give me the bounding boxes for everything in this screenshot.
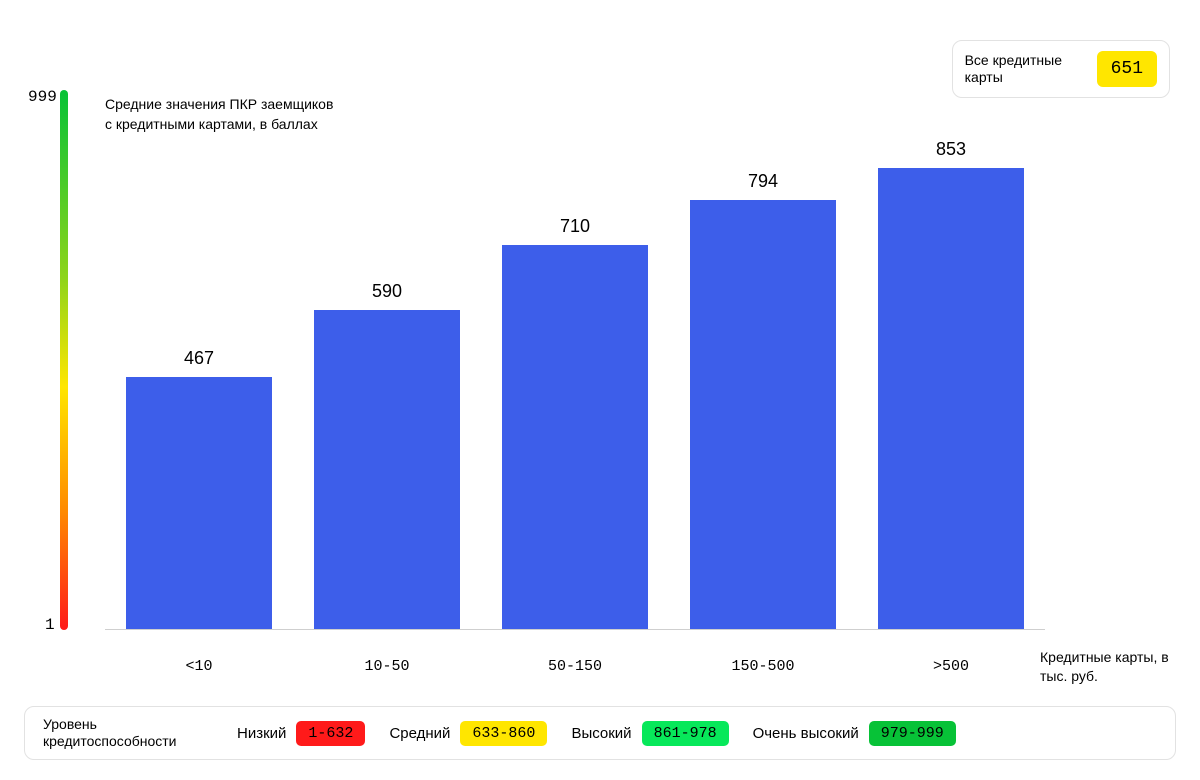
- x-tick-label: 50-150: [481, 640, 669, 675]
- legend-item-name: Низкий: [237, 725, 286, 742]
- legend-item: Очень высокий 979-999: [753, 721, 956, 746]
- bar: [126, 377, 273, 629]
- legend-title: Уровень кредитоспособности: [43, 716, 213, 751]
- legend: Уровень кредитоспособности Низкий 1-632 …: [24, 706, 1176, 760]
- plot-area: 467 590 710 794 853: [105, 90, 1045, 630]
- x-tick-label: <10: [105, 640, 293, 675]
- x-tick-label: 150-500: [669, 640, 857, 675]
- x-ticks: <10 10-50 50-150 150-500 >500: [105, 640, 1045, 675]
- x-axis-title: Кредитные карты, в тыс. руб.: [1040, 648, 1170, 686]
- x-tick-label: >500: [857, 640, 1045, 675]
- bar: [690, 200, 837, 629]
- bar-slot: 853: [857, 90, 1045, 629]
- bar-slot: 710: [481, 90, 669, 629]
- legend-item: Средний 633-860: [389, 721, 547, 746]
- legend-item-range: 1-632: [296, 721, 365, 746]
- summary-label: Все кредитные карты: [965, 52, 1085, 87]
- x-tick-label: 10-50: [293, 640, 481, 675]
- y-scale-gradient: [60, 90, 68, 630]
- legend-item-name: Средний: [389, 725, 450, 742]
- bar-slot: 794: [669, 90, 857, 629]
- bar-slot: 590: [293, 90, 481, 629]
- bar-value-label: 467: [184, 348, 214, 369]
- legend-item: Низкий 1-632: [237, 721, 365, 746]
- legend-item-range: 861-978: [642, 721, 729, 746]
- bar: [314, 310, 461, 629]
- y-min-label: 1: [45, 616, 55, 634]
- bar-value-label: 794: [748, 171, 778, 192]
- legend-item-range: 633-860: [460, 721, 547, 746]
- credit-score-chart: Все кредитные карты 651 999 1 Средние зн…: [0, 0, 1200, 780]
- bar-value-label: 853: [936, 139, 966, 160]
- y-max-label: 999: [28, 88, 57, 106]
- bar: [502, 245, 649, 629]
- bar-value-label: 710: [560, 216, 590, 237]
- legend-item: Высокий 861-978: [571, 721, 728, 746]
- legend-item-name: Очень высокий: [753, 725, 859, 742]
- bar-value-label: 590: [372, 281, 402, 302]
- legend-item-range: 979-999: [869, 721, 956, 746]
- bar-slot: 467: [105, 90, 293, 629]
- summary-value: 651: [1097, 51, 1157, 87]
- bars-container: 467 590 710 794 853: [105, 90, 1045, 629]
- bar: [878, 168, 1025, 629]
- legend-item-name: Высокий: [571, 725, 631, 742]
